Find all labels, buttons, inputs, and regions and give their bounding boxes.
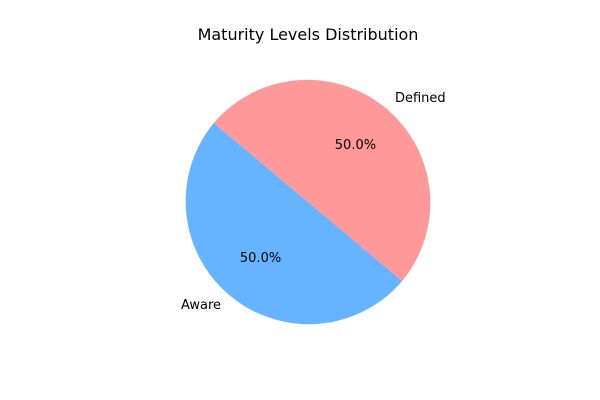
chart-title: Maturity Levels Distribution xyxy=(198,25,419,44)
pct-label-defined: 50.0% xyxy=(335,138,376,153)
slice-label-defined: Defined xyxy=(395,91,446,106)
pct-label-aware: 50.0% xyxy=(240,251,281,266)
slices-group xyxy=(185,79,431,325)
pie-slice-defined xyxy=(213,79,431,282)
pie-slice-aware xyxy=(185,122,403,325)
labels-group: Aware 50.0% Defined 50.0% xyxy=(181,91,446,313)
slice-label-aware: Aware xyxy=(181,298,221,313)
